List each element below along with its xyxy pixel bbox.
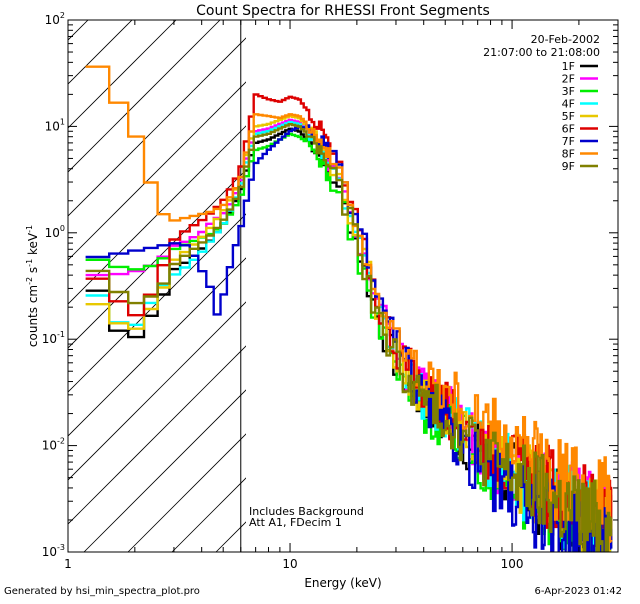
y-tick-exponent: 2 [60, 11, 65, 20]
hatch-line [68, 20, 177, 129]
y-tick-label: 10-1 [42, 330, 65, 346]
y-tick-label: 100 [45, 224, 65, 240]
y-tick-exponent: -3 [57, 543, 65, 552]
annotation-background: Includes Background [249, 505, 364, 518]
hatch-line [68, 169, 246, 349]
y-tick-label: 101 [45, 117, 65, 133]
hatch-line [68, 301, 246, 481]
y-tick-exponent: 1 [60, 117, 65, 126]
x-tick-label: 10 [282, 557, 297, 571]
series-line-9F [85, 123, 613, 552]
legend-label-1F: 1F [562, 60, 575, 73]
hatch-line [83, 389, 246, 552]
y-axis-label-end: keV [26, 232, 40, 259]
y-axis-label: counts cm-2 s-1 keV-1 [25, 225, 40, 347]
y-axis-label-exp3: -1 [25, 225, 34, 233]
y-tick-label: 10-2 [42, 437, 65, 453]
y-tick-mantissa: 10 [42, 545, 57, 559]
y-axis-label-exp2: -1 [25, 259, 34, 267]
y-tick-mantissa: 10 [45, 226, 60, 240]
plot-frame [67, 19, 619, 553]
y-tick-exponent: 0 [60, 224, 65, 233]
y-tick-label: 102 [45, 11, 65, 27]
x-tick-label: 100 [501, 557, 524, 571]
legend-label-5F: 5F [562, 110, 575, 123]
y-tick-label: 10-3 [42, 543, 65, 559]
y-tick-exponent: -2 [57, 437, 65, 446]
hatch-line [68, 37, 246, 217]
hatch-line [68, 213, 246, 393]
generated-by-footer: Generated by hsi_min_spectra_plot.pro [4, 586, 200, 597]
hatch-line [68, 125, 246, 305]
series-lines [85, 65, 613, 552]
legend-label-9F: 9F [562, 160, 575, 173]
legend-label-7F: 7F [562, 135, 575, 148]
time-range-label: 21:07:00 to 21:08:00 [483, 46, 600, 59]
series-line-1F [85, 127, 613, 552]
hatch-line [68, 20, 89, 41]
hatch-line [68, 20, 133, 85]
hatched-region [0, 12, 246, 552]
y-axis-label-text: counts cm [26, 285, 40, 347]
legend-label-3F: 3F [562, 85, 575, 98]
hatch-line [127, 433, 246, 552]
x-axis-ticks: 1 10 100 [64, 20, 619, 571]
legend-label-6F: 6F [562, 123, 575, 136]
legend-label-2F: 2F [562, 73, 575, 86]
chart-title: Count Spectra for RHESSI Front Segments [196, 3, 490, 19]
hatch-line [0, 12, 8, 552]
y-tick-mantissa: 10 [42, 332, 57, 346]
x-axis-label: Energy (keV) [304, 576, 381, 590]
y-tick-exponent: -1 [57, 330, 65, 339]
x-tick-label: 1 [64, 557, 72, 571]
legend-label-8F: 8F [562, 148, 575, 161]
y-axis-label-exp1: -2 [25, 277, 34, 285]
y-tick-mantissa: 10 [42, 439, 57, 453]
date-label: 20-Feb-2002 [531, 33, 600, 46]
annotation-attenuator: Att A1, FDecim 1 [249, 516, 342, 529]
y-tick-mantissa: 10 [45, 13, 60, 27]
y-tick-mantissa: 10 [45, 119, 60, 133]
hatch-line [68, 81, 246, 261]
hatch-line [68, 20, 221, 173]
hatch-line [68, 345, 246, 525]
series-line-8F [85, 65, 613, 543]
legend-label-4F: 4F [562, 98, 575, 111]
y-axis-label-mid: s [26, 267, 40, 277]
timestamp-footer: 6-Apr-2023 01:42 [535, 586, 622, 597]
hatch-line [68, 257, 246, 437]
